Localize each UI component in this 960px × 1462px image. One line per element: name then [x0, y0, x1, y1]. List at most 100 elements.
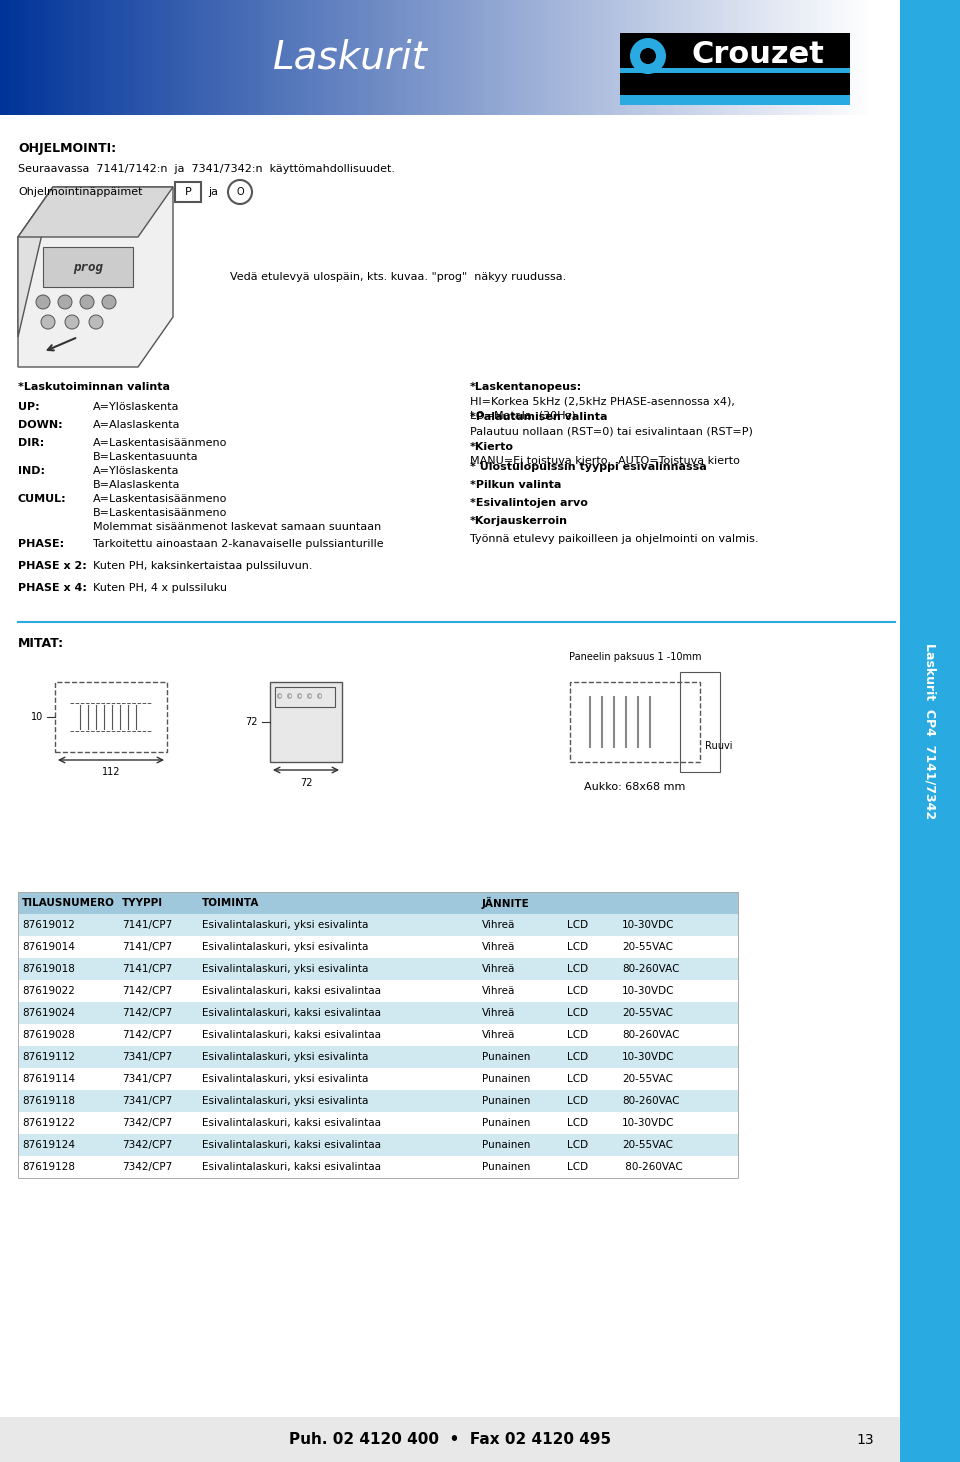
Bar [792, 0, 796, 115]
Bar [731, 0, 735, 115]
Bar [620, 95, 850, 105]
Bar [457, 0, 461, 115]
Text: Vihreä: Vihreä [482, 963, 516, 974]
Bar [636, 0, 639, 115]
Bar [52, 0, 57, 115]
Text: ©: © [276, 694, 283, 700]
Text: 7142/CP7: 7142/CP7 [122, 985, 172, 996]
Bar [661, 0, 665, 115]
Text: 20-55VAC: 20-55VAC [622, 1007, 673, 1018]
Bar [796, 0, 801, 115]
Bar [43, 0, 48, 115]
Text: 13: 13 [856, 1433, 874, 1446]
Bar [679, 0, 683, 115]
Text: TILAUSNUMERO: TILAUSNUMERO [22, 898, 115, 908]
Text: 7341/CP7: 7341/CP7 [122, 1096, 172, 1105]
Bar [275, 687, 335, 708]
Text: ja: ja [208, 187, 218, 197]
Bar [552, 0, 557, 115]
Bar [735, 0, 739, 115]
Text: B=Laskentasuunta: B=Laskentasuunta [93, 452, 199, 462]
Bar [617, 0, 622, 115]
Text: LCD: LCD [567, 963, 588, 974]
Text: A=Ylöslaskenta: A=Ylöslaskenta [93, 466, 180, 477]
Bar [270, 681, 342, 762]
Text: A=Laskentasisäänmeno: A=Laskentasisäänmeno [93, 494, 228, 504]
Text: Esivalintalaskuri, kaksi esivalintaa: Esivalintalaskuri, kaksi esivalintaa [202, 1162, 381, 1173]
Bar [18, 958, 738, 980]
Bar [105, 0, 108, 115]
Text: LCD: LCD [567, 1140, 588, 1151]
Bar [35, 0, 39, 115]
Bar [274, 0, 278, 115]
Bar [492, 0, 496, 115]
Text: LO=Matala  (30Hz): LO=Matala (30Hz) [470, 409, 576, 420]
Bar [175, 181, 201, 202]
Text: 7341/CP7: 7341/CP7 [122, 1053, 172, 1061]
Bar [383, 0, 387, 115]
Text: 10-30VDC: 10-30VDC [622, 1053, 675, 1061]
Bar [17, 0, 22, 115]
Bar [352, 0, 357, 115]
Text: Kuten PH, 4 x pulssiluku: Kuten PH, 4 x pulssiluku [93, 583, 227, 594]
Bar [483, 0, 487, 115]
Text: 80-260VAC: 80-260VAC [622, 1031, 680, 1039]
Text: *Palautumisen valinta: *Palautumisen valinta [470, 412, 608, 423]
Bar [335, 0, 339, 115]
Bar [444, 0, 448, 115]
Bar [326, 0, 330, 115]
Bar [174, 0, 179, 115]
Bar [804, 0, 809, 115]
Text: 87619124: 87619124 [22, 1140, 75, 1151]
Bar [252, 0, 256, 115]
Bar [775, 0, 779, 115]
Bar [861, 0, 866, 115]
Bar [674, 0, 679, 115]
Bar [204, 0, 208, 115]
Bar [18, 1091, 738, 1113]
Bar [313, 0, 318, 115]
Text: LCD: LCD [567, 985, 588, 996]
Bar [644, 0, 648, 115]
Bar [60, 0, 65, 115]
Text: 7141/CP7: 7141/CP7 [122, 942, 172, 952]
Text: TYYPPI: TYYPPI [122, 898, 163, 908]
Bar [31, 0, 35, 115]
Text: 10-30VDC: 10-30VDC [622, 920, 675, 930]
Bar [300, 0, 304, 115]
Bar [65, 0, 69, 115]
Text: *Laskutoiminnan valinta: *Laskutoiminnan valinta [18, 382, 170, 392]
Text: Esivalintalaskuri, yksi esivalinta: Esivalintalaskuri, yksi esivalinta [202, 920, 369, 930]
Text: Vihreä: Vihreä [482, 920, 516, 930]
Bar [701, 0, 705, 115]
Text: O: O [236, 187, 244, 197]
Text: 20-55VAC: 20-55VAC [622, 1140, 673, 1151]
Bar [849, 0, 852, 115]
Bar [562, 0, 565, 115]
Bar [48, 0, 52, 115]
Bar [230, 0, 235, 115]
Bar [361, 0, 366, 115]
Text: PHASE x 4:: PHASE x 4: [18, 583, 86, 594]
Bar [613, 0, 617, 115]
Text: Esivalintalaskuri, kaksi esivalintaa: Esivalintalaskuri, kaksi esivalintaa [202, 1007, 381, 1018]
Bar [318, 0, 322, 115]
Bar [822, 0, 827, 115]
Text: Vihreä: Vihreä [482, 1031, 516, 1039]
Bar [526, 0, 531, 115]
Text: 7342/CP7: 7342/CP7 [122, 1162, 172, 1173]
Text: LCD: LCD [567, 1118, 588, 1129]
Bar [609, 0, 613, 115]
Bar [600, 0, 605, 115]
Bar [722, 0, 727, 115]
Circle shape [58, 295, 72, 308]
Text: ©: © [317, 694, 324, 700]
Text: Esivalintalaskuri, yksi esivalinta: Esivalintalaskuri, yksi esivalinta [202, 963, 369, 974]
Text: Esivalintalaskuri, kaksi esivalintaa: Esivalintalaskuri, kaksi esivalintaa [202, 1140, 381, 1151]
Bar [213, 0, 218, 115]
Bar [357, 0, 361, 115]
Text: 20-55VAC: 20-55VAC [622, 1075, 673, 1083]
Bar [196, 0, 200, 115]
Bar [200, 0, 204, 115]
Bar [392, 0, 396, 115]
